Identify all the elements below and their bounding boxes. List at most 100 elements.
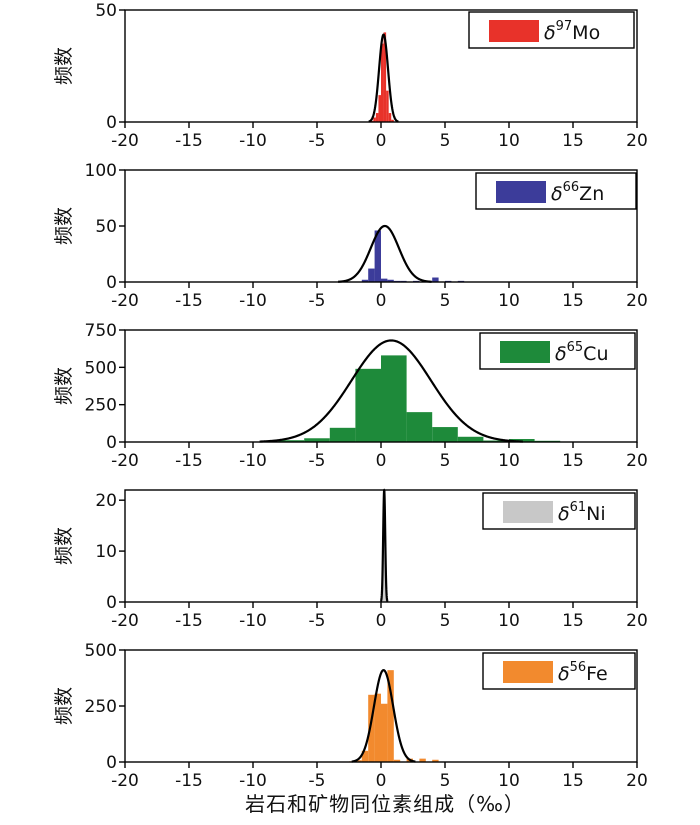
panel-mo: -20 -15 -10 -5 0 5 10 15 20 0 50 频数 δ97Mo xyxy=(53,1,648,151)
x-tick-label: 10 xyxy=(498,771,520,791)
histogram-bar xyxy=(432,427,458,442)
y-tick-label: 500 xyxy=(85,358,117,378)
x-tick-label: 20 xyxy=(626,611,648,631)
histogram-bar xyxy=(388,113,392,122)
x-tick-label: -5 xyxy=(309,451,326,471)
histogram-bar xyxy=(406,412,433,442)
y-axis-label: 频数 xyxy=(53,47,75,85)
gaussian-fit-curve xyxy=(259,339,523,443)
y-axis-label: 频数 xyxy=(53,527,75,565)
x-tick-label: -15 xyxy=(175,451,203,471)
legend-element: Cu xyxy=(583,343,608,365)
panel-ni: -20 -15 -10 -5 0 5 10 15 20 0 10 20 频数 δ61Ni xyxy=(53,488,648,631)
gaussian-fit-curve xyxy=(338,224,432,283)
x-tick-label: 20 xyxy=(626,291,648,311)
x-tick-label: 15 xyxy=(562,451,584,471)
x-tick-label: 10 xyxy=(498,451,520,471)
histogram-bar xyxy=(361,750,369,762)
y-tick-label: 100 xyxy=(85,161,117,181)
x-tick-label: -10 xyxy=(239,771,267,791)
y-tick-label: 0 xyxy=(106,753,117,773)
legend: δ97Mo xyxy=(468,11,635,49)
x-tick-label: 5 xyxy=(440,771,451,791)
legend-label: δ97Mo xyxy=(544,19,600,44)
legend-delta: δ xyxy=(551,183,563,205)
y-tick-label: 250 xyxy=(85,396,117,416)
y-axis-label: 频数 xyxy=(53,687,75,725)
x-tick-label: -20 xyxy=(111,611,139,631)
y-tick-label: 250 xyxy=(85,697,117,717)
panel-fe: -20 -15 -10 -5 0 5 10 15 20 0 250 500 频数 δ56Fe xyxy=(53,641,648,791)
x-tick-label: 20 xyxy=(626,131,648,151)
legend-element: Fe xyxy=(586,663,608,685)
x-tick-label: 0 xyxy=(376,291,387,311)
x-tick-label: -10 xyxy=(239,611,267,631)
histogram-bar xyxy=(432,759,439,762)
histogram-bar xyxy=(373,117,376,122)
histogram-bar xyxy=(387,279,394,282)
x-tick-label: -5 xyxy=(309,291,326,311)
x-tick-label: 0 xyxy=(376,771,387,791)
y-tick-label: 0 xyxy=(106,433,117,453)
histogram-bar xyxy=(391,119,394,122)
histogram-bar xyxy=(483,440,509,442)
panel-cu: -20 -15 -10 -5 0 5 10 15 20 0 250 500 750 频数 δ65Cu xyxy=(53,321,648,471)
histogram-bar xyxy=(381,278,388,282)
histogram-bar xyxy=(457,436,484,442)
panel-zn: -20 -15 -10 -5 0 5 10 15 20 0 50 100 频数 δ66Zn xyxy=(53,161,648,311)
legend-delta: δ xyxy=(558,503,570,525)
legend-label: δ56Fe xyxy=(558,660,608,685)
x-tick-label: 5 xyxy=(440,611,451,631)
histogram-bar xyxy=(368,268,375,282)
histogram-bar xyxy=(374,230,381,282)
x-tick-label: -10 xyxy=(239,291,267,311)
y-tick-label: 500 xyxy=(85,641,117,661)
y-tick-label: 20 xyxy=(95,491,117,511)
y-tick-label: 750 xyxy=(85,321,117,341)
legend-element: Ni xyxy=(586,503,606,525)
y-tick-label: 50 xyxy=(95,217,117,237)
x-tick-label: 15 xyxy=(562,291,584,311)
x-tick-label: -5 xyxy=(309,131,326,151)
histogram-bar xyxy=(419,758,426,762)
histogram-bar xyxy=(368,694,375,762)
x-tick-label: 0 xyxy=(376,611,387,631)
x-tick-label: -15 xyxy=(175,291,203,311)
gaussian-fit-curve xyxy=(351,669,416,763)
histogram-bar xyxy=(355,760,362,762)
x-axis-label: 岩石和矿物同位素组成（‰） xyxy=(245,792,525,816)
histogram-bar xyxy=(375,113,379,122)
legend-element: Zn xyxy=(579,183,604,205)
histogram-bar xyxy=(383,495,385,602)
x-tick-label: 10 xyxy=(498,291,520,311)
histogram-bar xyxy=(304,438,330,442)
x-tick-label: -5 xyxy=(309,611,326,631)
legend-swatch xyxy=(503,501,553,523)
histogram-bar xyxy=(381,355,407,442)
legend-label: δ61Ni xyxy=(558,500,606,525)
legend-swatch xyxy=(500,341,550,363)
y-axis-label: 频数 xyxy=(53,367,75,405)
histogram-bar xyxy=(378,95,381,122)
legend-swatch xyxy=(496,181,546,203)
x-tick-label: 10 xyxy=(498,611,520,631)
y-tick-label: 0 xyxy=(106,113,117,133)
x-tick-label: 10 xyxy=(498,131,520,151)
histogram-bar xyxy=(361,279,369,282)
legend: δ61Ni xyxy=(482,492,636,530)
legend: δ56Fe xyxy=(482,652,636,690)
x-tick-label: -20 xyxy=(111,771,139,791)
histogram-bar xyxy=(381,703,388,762)
legend-delta: δ xyxy=(544,22,556,44)
y-tick-label: 0 xyxy=(106,593,117,613)
x-tick-label: 20 xyxy=(626,771,648,791)
y-tick-label: 50 xyxy=(95,1,117,21)
y-axis-label: 频数 xyxy=(53,207,75,245)
legend-mass-number: 66 xyxy=(563,180,580,195)
histogram-bar xyxy=(383,32,387,122)
histogram-bar xyxy=(393,759,401,762)
legend-label: δ65Cu xyxy=(555,340,608,365)
x-tick-label: -15 xyxy=(175,771,203,791)
